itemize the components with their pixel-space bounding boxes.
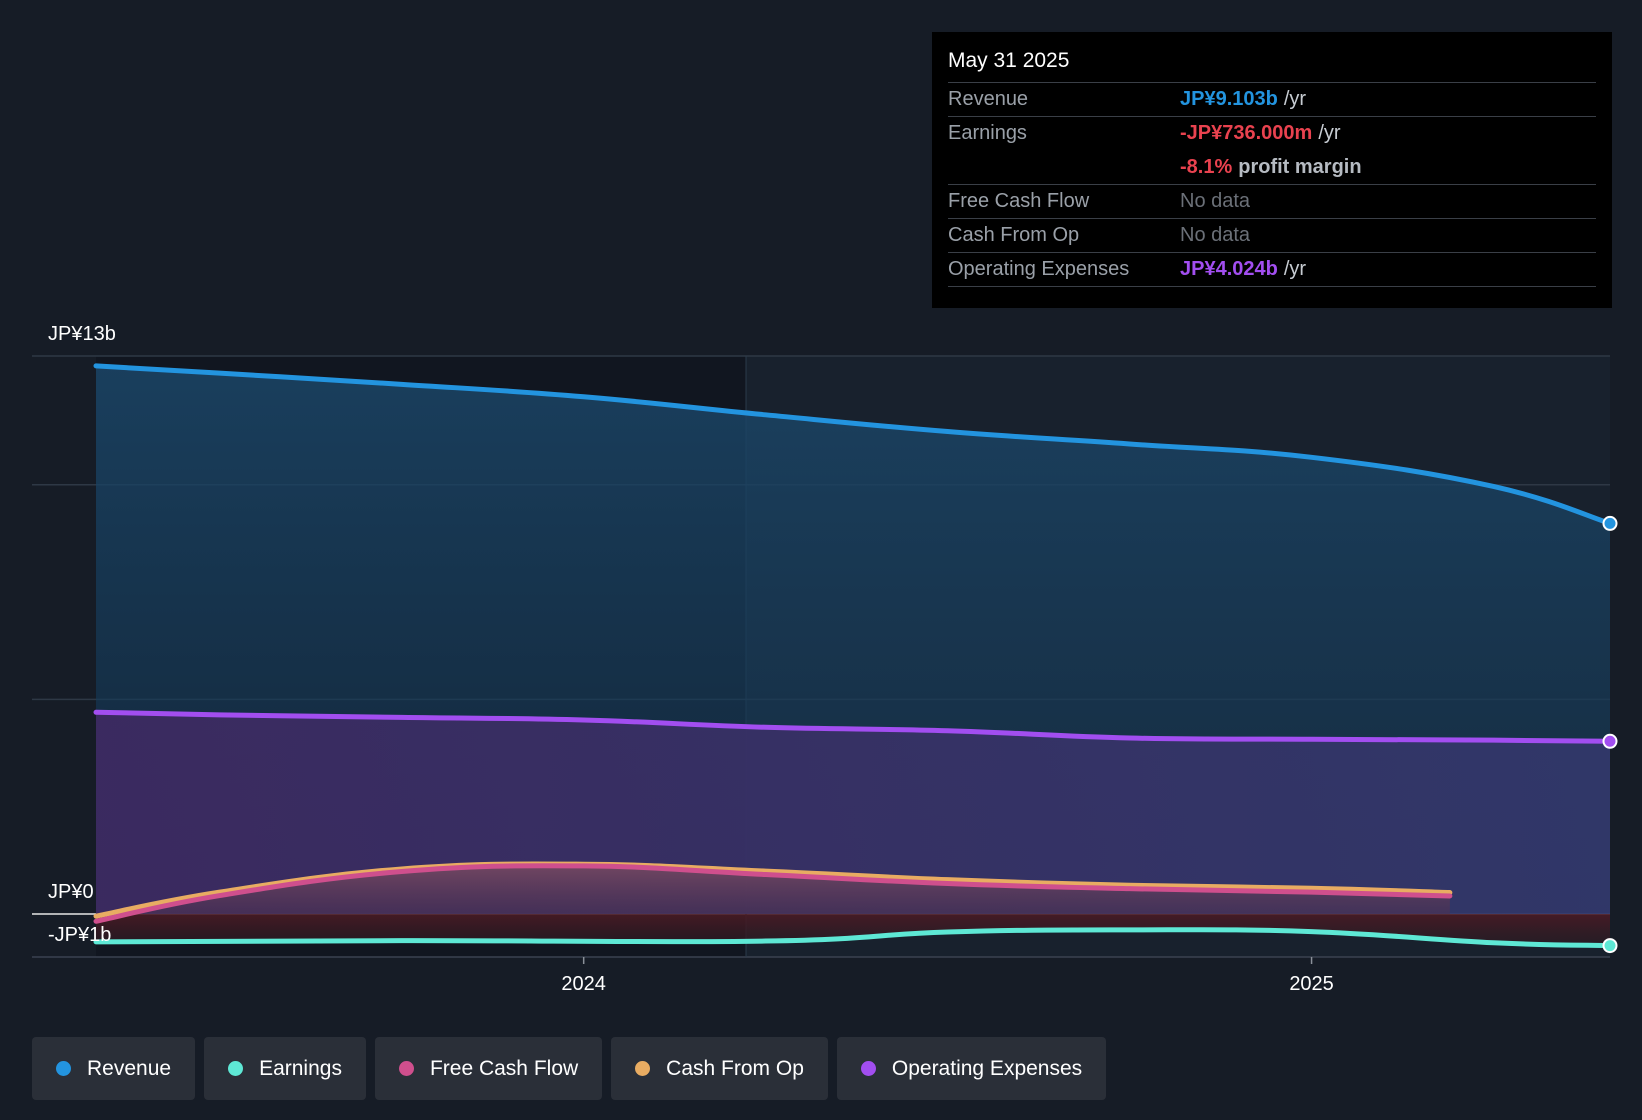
line-operating-expenses <box>93 709 1613 744</box>
legend-label: Operating Expenses <box>891 1056 1083 1080</box>
tooltip-label: Free Cash Flow <box>948 190 1090 212</box>
x-tick-label: 2025 <box>1289 973 1334 995</box>
tooltip-value: JP¥9.103b <box>1180 88 1278 110</box>
legend: Revenue Earnings Free Cash Flow Cash Fro… <box>32 1037 1107 1100</box>
area-cash-from-op <box>96 863 1450 917</box>
legend-item-revenue[interactable]: Revenue <box>32 1037 196 1100</box>
y-tick-label: -JP¥1b <box>48 924 111 946</box>
tooltip-label: Revenue <box>948 88 1029 110</box>
area-earnings <box>96 914 1610 946</box>
tooltip-unit: /yr <box>1318 122 1341 144</box>
legend-dot-icon <box>56 1061 71 1076</box>
tooltip-row-revenue: Revenue JP¥9.103b /yr <box>948 83 1596 117</box>
line-revenue <box>93 363 1613 526</box>
tooltip-label: Operating Expenses <box>948 258 1130 280</box>
tooltip-label <box>948 150 1180 184</box>
line-cash-from-op <box>93 861 1453 919</box>
line-earnings <box>93 927 1613 949</box>
legend-item-earnings[interactable]: Earnings <box>204 1037 366 1100</box>
tooltip-date: May 31 2025 <box>948 46 1596 83</box>
legend-label: Revenue <box>87 1056 172 1080</box>
tooltip-unit: profit margin <box>1238 156 1362 178</box>
y-tick-label: JP¥13b <box>48 323 116 345</box>
end-dot-operating-expenses <box>1602 733 1618 749</box>
y-tick-label: JP¥0 <box>48 881 94 903</box>
legend-dot-icon <box>860 1061 876 1076</box>
legend-dot-icon <box>228 1061 244 1076</box>
legend-label: Free Cash Flow <box>429 1056 579 1080</box>
tooltip-label: Cash From Op <box>948 224 1080 246</box>
tooltip-panel: May 31 2025 Revenue JP¥9.103b /yr Earnin… <box>932 32 1612 308</box>
legend-label: Cash From Op <box>666 1056 804 1080</box>
x-tick-label: 2024 <box>561 973 606 995</box>
tooltip-value: -8.1% <box>1180 156 1233 178</box>
tooltip-row-fcf: Free Cash Flow No data <box>948 185 1596 219</box>
legend-label: Earnings <box>259 1056 342 1080</box>
tooltip-value: No data <box>1180 190 1251 212</box>
legend-item-operating-expenses[interactable]: Operating Expenses <box>836 1037 1107 1100</box>
legend-item-free-cash-flow[interactable]: Free Cash Flow <box>374 1037 603 1100</box>
legend-dot-icon <box>398 1061 414 1076</box>
series-end-dots <box>1602 515 1618 954</box>
tooltip-unit: /yr <box>1283 258 1307 280</box>
end-dot-earnings <box>1602 938 1618 954</box>
axis-labels: JP¥13b JP¥0 -JP¥1b 2024 2025 <box>48 323 1334 995</box>
tooltip-row-opex: Operating Expenses JP¥4.024b /yr <box>948 253 1596 287</box>
tooltip-value: -JP¥736.000m <box>1180 122 1313 144</box>
tooltip-value: No data <box>1180 224 1251 246</box>
series-lines <box>93 363 1613 949</box>
line-free-cash-flow <box>93 863 1453 924</box>
tooltip-row-earnings: Earnings -JP¥736.000m /yr <box>948 117 1596 150</box>
tooltip-unit: /yr <box>1283 88 1307 110</box>
tooltip-row-cfo: Cash From Op No data <box>948 219 1596 253</box>
tooltip-label: Earnings <box>948 122 1027 144</box>
legend-dot-icon <box>635 1061 651 1076</box>
legend-item-cash-from-op[interactable]: Cash From Op <box>611 1037 828 1100</box>
tooltip-value: JP¥4.024b <box>1180 258 1278 280</box>
end-dot-revenue <box>1602 515 1618 531</box>
tooltip-row-margin: -8.1% profit margin <box>948 150 1596 185</box>
